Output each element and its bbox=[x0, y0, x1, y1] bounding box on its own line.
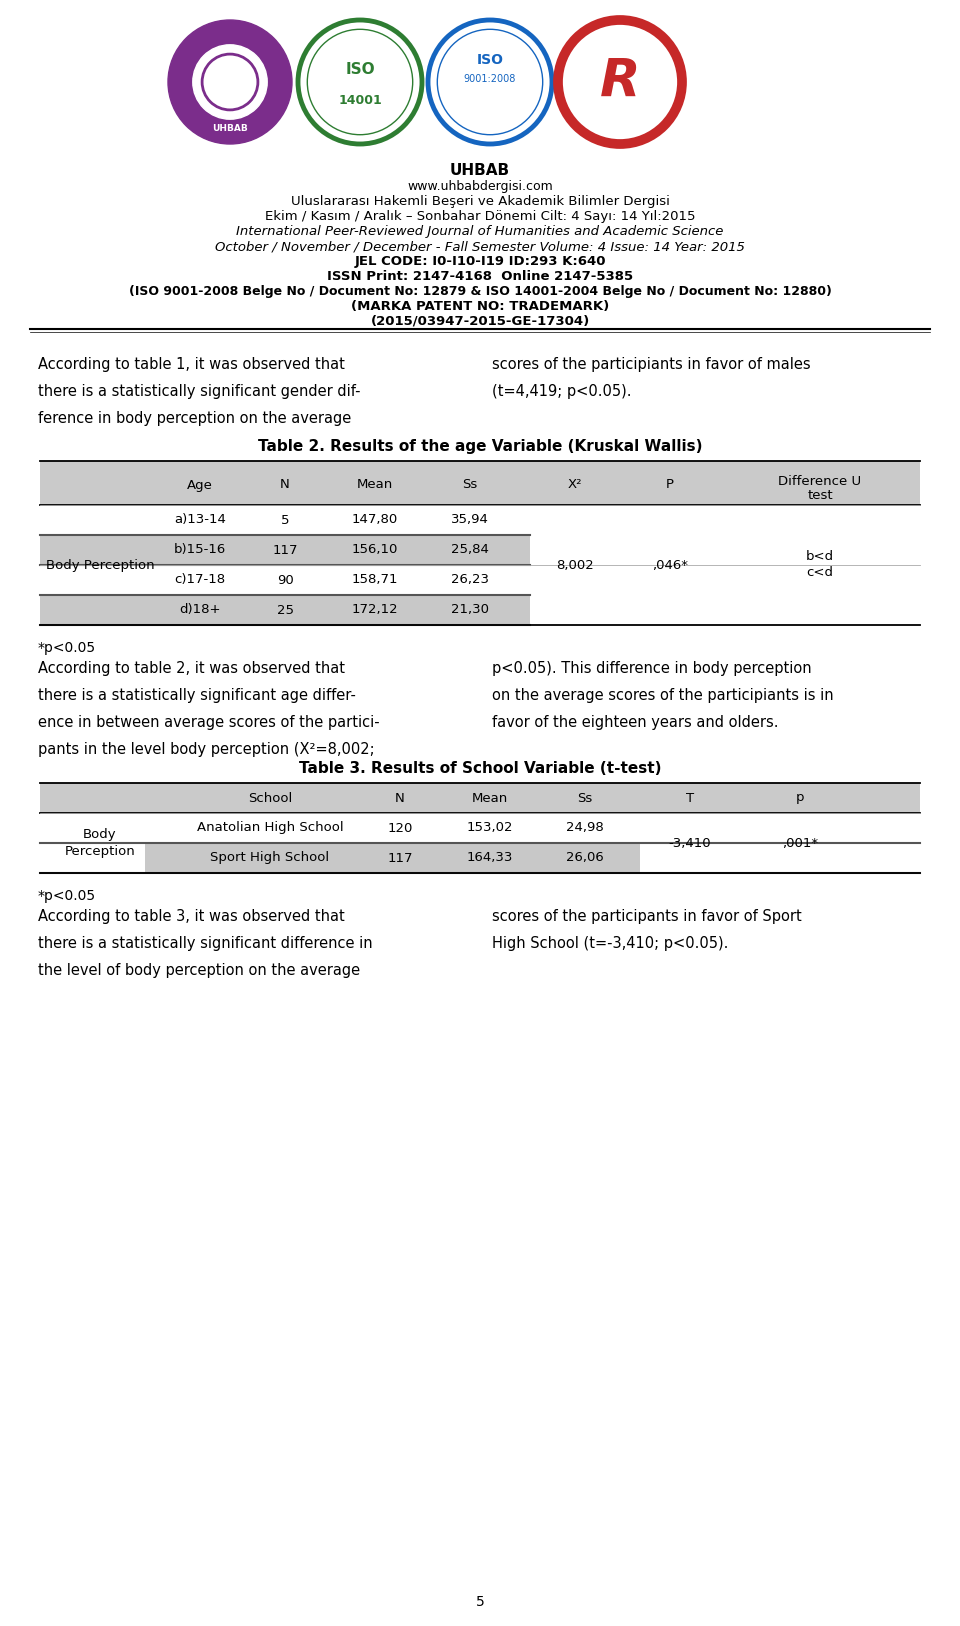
Text: (MARKA PATENT NO: TRADEMARK): (MARKA PATENT NO: TRADEMARK) bbox=[350, 301, 610, 312]
Bar bbox=[40, 462, 920, 506]
Text: 164,33: 164,33 bbox=[467, 852, 514, 865]
Circle shape bbox=[193, 46, 267, 119]
Text: 90: 90 bbox=[276, 574, 294, 587]
Text: ISO: ISO bbox=[476, 54, 503, 67]
Text: Uluslararası Hakemli Beşeri ve Akademik Bilimler Dergisi: Uluslararası Hakemli Beşeri ve Akademik … bbox=[291, 195, 669, 208]
Text: Sport High School: Sport High School bbox=[210, 852, 329, 865]
Text: UHBAB: UHBAB bbox=[450, 163, 510, 177]
Text: Table 2. Results of the age Variable (Kruskal Wallis): Table 2. Results of the age Variable (Kr… bbox=[257, 439, 703, 454]
Text: Mean: Mean bbox=[472, 792, 508, 805]
Text: 117: 117 bbox=[387, 852, 413, 865]
Text: scores of the participiants in favor of males
(t=4,419; p<0.05).: scores of the participiants in favor of … bbox=[492, 358, 810, 398]
Text: 24,98: 24,98 bbox=[566, 821, 604, 834]
Text: Age: Age bbox=[187, 478, 213, 491]
Text: *p<0.05: *p<0.05 bbox=[38, 889, 96, 902]
Text: test: test bbox=[807, 489, 833, 502]
Text: According to table 2, it was observed that
there is a statistically significant : According to table 2, it was observed th… bbox=[38, 662, 379, 758]
Text: JEL CODE: I0-I10-I19 ID:293 K:640: JEL CODE: I0-I10-I19 ID:293 K:640 bbox=[354, 255, 606, 268]
Text: 5: 5 bbox=[280, 514, 289, 527]
Bar bbox=[40, 535, 530, 564]
Text: b)15-16: b)15-16 bbox=[174, 543, 227, 556]
Bar bbox=[40, 595, 530, 624]
Text: School: School bbox=[248, 792, 292, 805]
Bar bbox=[145, 842, 640, 873]
Text: 14001: 14001 bbox=[338, 94, 382, 107]
Circle shape bbox=[298, 20, 422, 145]
Text: ,046*: ,046* bbox=[652, 558, 688, 571]
Text: Difference U: Difference U bbox=[779, 475, 861, 488]
Text: 156,10: 156,10 bbox=[351, 543, 398, 556]
Text: X²: X² bbox=[567, 478, 583, 491]
Text: Anatolian High School: Anatolian High School bbox=[197, 821, 344, 834]
Text: b<d: b<d bbox=[806, 551, 834, 564]
Text: Table 3. Results of School Variable (t-test): Table 3. Results of School Variable (t-t… bbox=[299, 761, 661, 776]
Text: 120: 120 bbox=[387, 821, 413, 834]
Text: According to table 1, it was observed that
there is a statistically significant : According to table 1, it was observed th… bbox=[38, 358, 361, 426]
Text: www.uhbabdergisi.com: www.uhbabdergisi.com bbox=[407, 180, 553, 193]
Text: Ekim / Kasım / Aralık – Sonbahar Dönemi Cilt: 4 Sayı: 14 Yıl:2015: Ekim / Kasım / Aralık – Sonbahar Dönemi … bbox=[265, 210, 695, 223]
Text: -3,410: -3,410 bbox=[669, 836, 711, 849]
Text: 26,23: 26,23 bbox=[451, 574, 489, 587]
Circle shape bbox=[558, 20, 682, 145]
Text: 147,80: 147,80 bbox=[352, 514, 398, 527]
Text: UHBAB: UHBAB bbox=[212, 124, 248, 133]
Text: 5: 5 bbox=[475, 1595, 485, 1610]
Text: Ss: Ss bbox=[577, 792, 592, 805]
Text: 158,71: 158,71 bbox=[351, 574, 398, 587]
Text: 25: 25 bbox=[276, 603, 294, 616]
Text: Body Perception: Body Perception bbox=[46, 558, 155, 571]
Text: P: P bbox=[666, 478, 674, 491]
Text: International Peer-Reviewed Journal of Humanities and Academic Science: International Peer-Reviewed Journal of H… bbox=[236, 224, 724, 237]
Text: (ISO 9001-2008 Belge No / Document No: 12879 & ISO 14001-2004 Belge No / Documen: (ISO 9001-2008 Belge No / Document No: 1… bbox=[129, 285, 831, 298]
Circle shape bbox=[428, 20, 552, 145]
Text: 9001:2008: 9001:2008 bbox=[464, 73, 516, 85]
Text: ISSN Print: 2147-4168  Online 2147-5385: ISSN Print: 2147-4168 Online 2147-5385 bbox=[327, 270, 633, 283]
Text: T: T bbox=[686, 792, 694, 805]
Circle shape bbox=[168, 20, 292, 145]
Text: 8,002: 8,002 bbox=[556, 558, 594, 571]
Text: (2015/03947-2015-GE-17304): (2015/03947-2015-GE-17304) bbox=[371, 315, 589, 328]
Text: 35,94: 35,94 bbox=[451, 514, 489, 527]
Text: 153,02: 153,02 bbox=[467, 821, 514, 834]
Text: 172,12: 172,12 bbox=[351, 603, 398, 616]
Text: N: N bbox=[280, 478, 290, 491]
Text: N: N bbox=[396, 792, 405, 805]
Text: d)18+: d)18+ bbox=[180, 603, 221, 616]
Text: ,001*: ,001* bbox=[782, 836, 818, 849]
Text: 117: 117 bbox=[273, 543, 298, 556]
Text: Ss: Ss bbox=[463, 478, 478, 491]
Text: p<0.05). This difference in body perception
on the average scores of the partici: p<0.05). This difference in body percept… bbox=[492, 662, 833, 730]
Text: Body
Perception: Body Perception bbox=[64, 828, 135, 859]
Text: 25,84: 25,84 bbox=[451, 543, 489, 556]
Text: *p<0.05: *p<0.05 bbox=[38, 641, 96, 655]
Text: scores of the participants in favor of Sport
High School (t=-3,410; p<0.05).: scores of the participants in favor of S… bbox=[492, 909, 802, 951]
Text: According to table 3, it was observed that
there is a statistically significant : According to table 3, it was observed th… bbox=[38, 909, 372, 977]
Text: October / November / December - Fall Semester Volume: 4 Issue: 14 Year: 2015: October / November / December - Fall Sem… bbox=[215, 241, 745, 254]
Text: 26,06: 26,06 bbox=[566, 852, 604, 865]
Text: R: R bbox=[600, 55, 640, 107]
Text: a)13-14: a)13-14 bbox=[174, 514, 226, 527]
Text: 21,30: 21,30 bbox=[451, 603, 489, 616]
Text: p: p bbox=[796, 792, 804, 805]
Text: c<d: c<d bbox=[806, 566, 833, 579]
Text: ISO: ISO bbox=[346, 62, 374, 76]
Text: Mean: Mean bbox=[357, 478, 394, 491]
Bar bbox=[40, 784, 920, 813]
Text: c)17-18: c)17-18 bbox=[175, 574, 226, 587]
